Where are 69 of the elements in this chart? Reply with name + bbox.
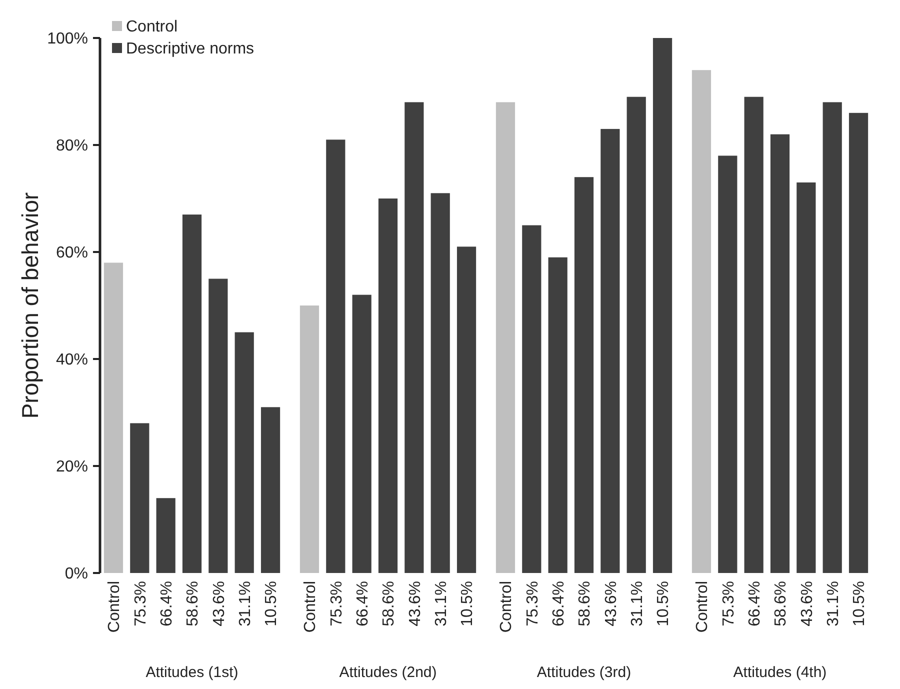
bar	[496, 102, 516, 573]
bar	[326, 140, 346, 573]
bar	[574, 177, 594, 573]
bar	[404, 102, 424, 573]
x-tick-label: 10.5%	[655, 581, 672, 626]
bar	[796, 182, 816, 573]
x-tick-label: 58.6%	[576, 581, 594, 626]
bar	[104, 262, 124, 573]
bar	[848, 112, 868, 573]
x-tick-label: 10.5%	[851, 581, 868, 626]
x-tick-label: 75.3%	[524, 581, 542, 626]
x-axis-title: Attitudes (1st)	[146, 664, 238, 681]
x-tick-label: 10.5%	[459, 581, 476, 626]
bar	[260, 407, 280, 573]
x-tick-label: Control	[302, 581, 320, 633]
x-tick-label: 58.6%	[772, 581, 790, 626]
bar	[652, 38, 672, 573]
x-tick-label: 58.6%	[380, 581, 398, 626]
bar	[352, 294, 372, 573]
y-tick-label: 100%	[47, 30, 88, 48]
x-axis-title: Attitudes (4th)	[733, 664, 827, 681]
bar	[156, 498, 176, 573]
x-tick-label: 43.6%	[798, 581, 816, 626]
legend-label: Control	[126, 18, 178, 36]
x-tick-label: 10.5%	[263, 581, 280, 626]
bar	[378, 198, 398, 573]
y-tick-label: 60%	[56, 244, 88, 262]
bar	[600, 128, 620, 573]
x-tick-label: 58.6%	[184, 581, 202, 626]
x-tick-label: 75.3%	[132, 581, 150, 626]
x-tick-label: 31.1%	[432, 581, 450, 626]
bar	[744, 96, 764, 573]
x-tick-label: 75.3%	[720, 581, 738, 626]
x-tick-label: Control	[106, 581, 124, 633]
x-tick-label: Control	[498, 581, 516, 633]
legend-label: Descriptive norms	[126, 40, 254, 58]
x-axis-title: Attitudes (2nd)	[339, 664, 437, 681]
x-tick-label: 31.1%	[824, 581, 842, 626]
x-tick-label: 66.4%	[550, 581, 568, 626]
x-tick-label: 43.6%	[406, 581, 424, 626]
bar	[430, 193, 450, 573]
bar	[182, 214, 202, 573]
bar	[692, 70, 712, 573]
x-tick-label: 43.6%	[602, 581, 620, 626]
bar	[456, 246, 476, 573]
x-tick-label: 75.3%	[328, 581, 346, 626]
y-tick-label: 80%	[56, 138, 88, 155]
bar	[548, 257, 568, 573]
x-tick-label: 66.4%	[158, 581, 176, 626]
bar	[718, 156, 738, 573]
y-tick-label: 40%	[56, 352, 88, 369]
bar	[822, 102, 842, 573]
bar	[522, 225, 542, 573]
bar	[208, 278, 228, 573]
x-tick-label: Control	[694, 581, 712, 633]
bar	[300, 306, 320, 573]
y-axis-title: Proportion of behavior	[17, 192, 43, 419]
x-tick-label: 31.1%	[236, 581, 254, 626]
bar	[770, 134, 790, 573]
x-tick-label: 43.6%	[210, 581, 228, 626]
x-axis-title: Attitudes (3rd)	[536, 664, 632, 681]
x-tick-label: 66.4%	[354, 581, 372, 626]
bar	[234, 332, 254, 573]
x-tick-label: 31.1%	[628, 581, 646, 626]
bar	[626, 96, 646, 573]
y-tick-label: 20%	[56, 458, 88, 476]
x-tick-label: 66.4%	[746, 581, 764, 626]
y-tick-label: 0%	[64, 566, 88, 583]
bar	[130, 423, 150, 573]
